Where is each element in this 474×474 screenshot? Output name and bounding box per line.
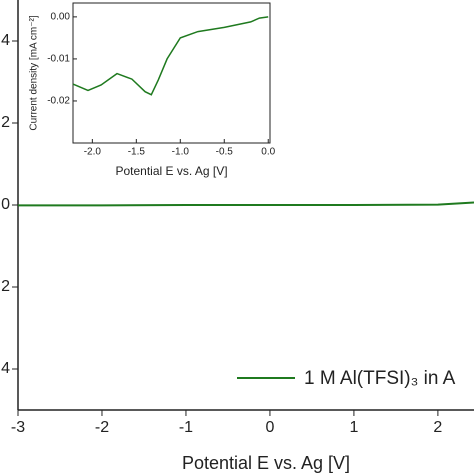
y-tick-label: -0.4 — [0, 360, 10, 377]
x-tick-label: -2.0 — [84, 147, 102, 158]
y-tick-label: 0.2 — [0, 114, 10, 131]
x-tick-label: -1.5 — [128, 147, 146, 158]
x-tick-label: -0.5 — [216, 147, 234, 158]
x-tick-label: -2 — [95, 419, 109, 436]
y-tick-label: 0.4 — [0, 32, 10, 49]
x-tick-label: 0 — [265, 419, 274, 436]
data-line — [72, 16, 269, 96]
x-tick-label: 0.0 — [261, 147, 275, 158]
x-axis-label: Potential E vs. Ag [V] — [115, 164, 227, 178]
data-line — [18, 201, 474, 207]
x-tick-label: -3 — [11, 419, 25, 436]
x-tick-label: -1.0 — [172, 147, 190, 158]
y-tick-label: -0.2 — [0, 278, 10, 295]
legend-label: 1 M Al(TFSI)₃ in A — [304, 368, 456, 389]
y-tick-label: 0 — [1, 196, 10, 213]
y-tick-label: -0.01 — [47, 54, 70, 65]
x-tick-label: 2 — [433, 419, 442, 436]
x-tick-label: -1 — [179, 419, 193, 436]
x-axis-label: Potential E vs. Ag [V] — [182, 453, 350, 473]
x-tick-label: 1 — [349, 419, 358, 436]
y-axis-label: Current density [mA cm⁻²] — [29, 15, 40, 131]
y-tick-label: 0.00 — [51, 12, 71, 23]
inset-frame — [72, 2, 271, 144]
y-tick-label: -0.02 — [47, 96, 70, 107]
